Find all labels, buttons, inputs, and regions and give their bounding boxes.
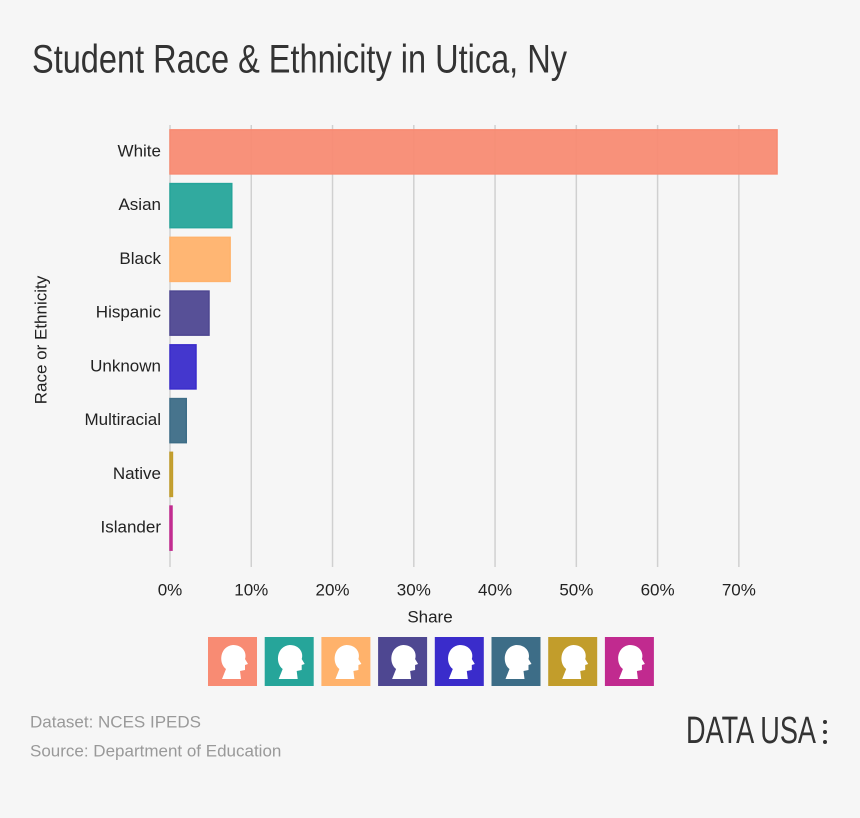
footnote: Source: Department of Education bbox=[30, 741, 281, 760]
footnote: Dataset: NCES IPEDS bbox=[30, 712, 201, 731]
x-tick-label: 40% bbox=[478, 580, 512, 599]
y-axis-label: Race or Ethnicity bbox=[31, 275, 50, 404]
x-tick-label: 30% bbox=[397, 580, 431, 599]
bar bbox=[169, 451, 174, 498]
legend-icon bbox=[391, 645, 419, 679]
x-tick-label: 10% bbox=[234, 580, 268, 599]
y-tick-label: Asian bbox=[118, 195, 161, 214]
y-tick-label: Multiracial bbox=[84, 410, 161, 429]
y-tick-label: Native bbox=[113, 464, 161, 483]
bar bbox=[169, 129, 778, 175]
logo-dot bbox=[823, 740, 827, 744]
legend-icon bbox=[221, 645, 248, 679]
bar bbox=[169, 397, 188, 444]
x-tick-label: 60% bbox=[641, 580, 675, 599]
logo-dot bbox=[823, 720, 827, 724]
x-tick-label: 20% bbox=[316, 580, 350, 599]
logo: DATA USA bbox=[686, 710, 816, 752]
legend-icon bbox=[504, 645, 532, 679]
bar bbox=[169, 236, 231, 283]
logo-dot bbox=[823, 730, 827, 734]
legend-icon bbox=[561, 645, 589, 679]
y-tick-label: Hispanic bbox=[96, 303, 162, 322]
x-tick-label: 50% bbox=[559, 580, 593, 599]
y-tick-label: Unknown bbox=[90, 356, 161, 375]
chart-title: Student Race & Ethnicity in Utica, Ny bbox=[32, 38, 567, 82]
legend-icon bbox=[334, 645, 362, 679]
bar bbox=[169, 505, 173, 551]
x-axis-label: Share bbox=[407, 607, 452, 626]
legend-icon bbox=[618, 645, 645, 679]
bar bbox=[169, 344, 197, 390]
x-tick-label: 70% bbox=[722, 580, 756, 599]
legend-icon bbox=[277, 645, 305, 679]
bar bbox=[169, 290, 210, 336]
bar bbox=[169, 182, 233, 229]
y-tick-label: White bbox=[118, 141, 161, 160]
x-tick-label: 0% bbox=[158, 580, 183, 599]
y-tick-label: Islander bbox=[101, 518, 162, 537]
legend-icon bbox=[448, 645, 475, 679]
y-tick-label: Black bbox=[119, 249, 161, 268]
